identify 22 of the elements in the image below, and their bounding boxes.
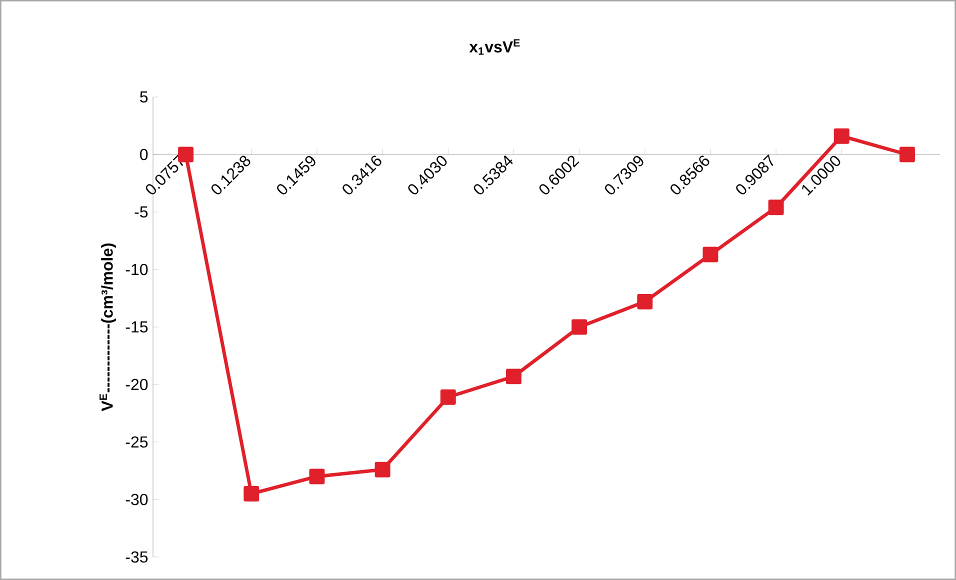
point <box>506 368 522 384</box>
y-tick-label: -5 <box>134 206 148 218</box>
point <box>702 246 718 262</box>
point <box>244 486 260 502</box>
y-axis-title: V$^{E}$-------------(cm³/mole) <box>100 243 116 412</box>
point <box>572 319 588 335</box>
y-tick-label: -25 <box>126 436 148 448</box>
point <box>637 294 653 310</box>
chart-title: x$_{1}$vsV$^{E}$ <box>469 39 520 55</box>
y-tick-label: 0 <box>140 148 148 160</box>
point <box>374 462 390 478</box>
point <box>440 389 456 405</box>
y-tick-label: 5 <box>140 91 148 103</box>
y-tick-label: -15 <box>126 321 148 333</box>
point <box>899 146 915 162</box>
point <box>834 128 850 144</box>
point <box>768 200 784 216</box>
y-tick-label: -30 <box>126 494 148 506</box>
y-tick-label: -35 <box>126 551 148 563</box>
y-tick-label: -20 <box>126 378 148 390</box>
y-tick-label: -10 <box>126 264 148 276</box>
point <box>309 468 325 484</box>
